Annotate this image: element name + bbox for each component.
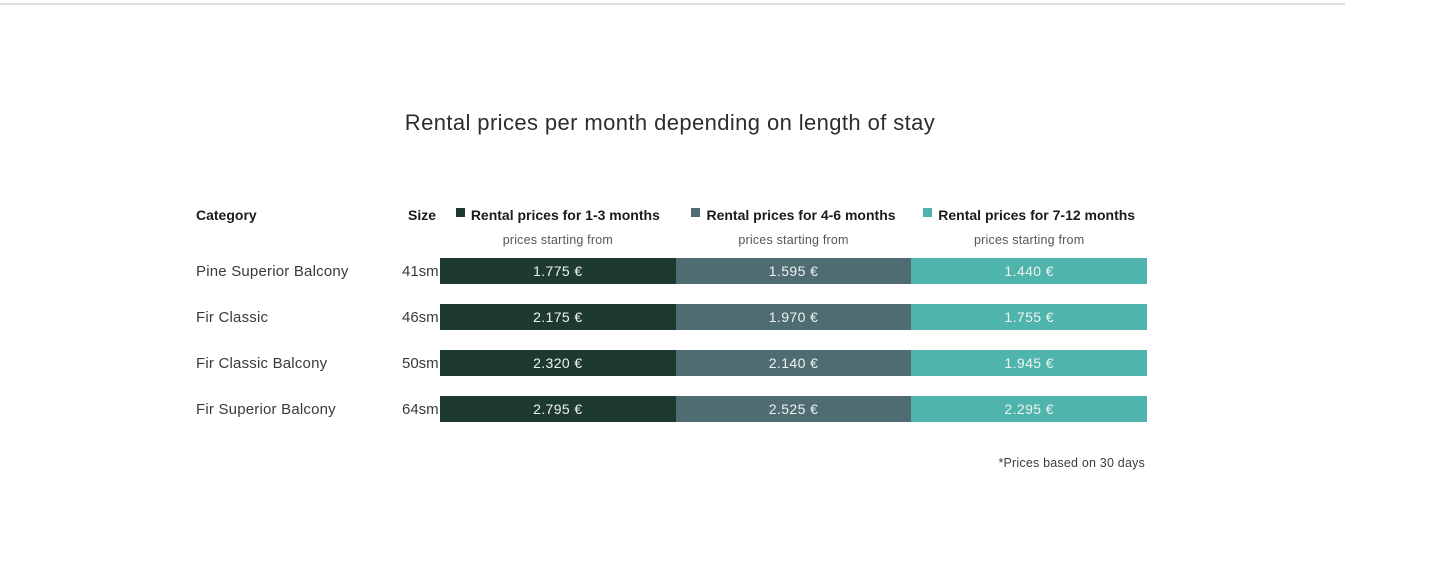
table-body: Pine Superior Balcony 41sm 1.775 € 1.595… bbox=[196, 258, 1148, 422]
price-segment-1-3-months: 2.795 € bbox=[440, 396, 676, 422]
category-label: Fir Classic Balcony bbox=[196, 354, 328, 372]
legend-swatch-4-6-months-icon bbox=[691, 207, 701, 217]
price-segment-7-12-months: 2.295 € bbox=[911, 396, 1148, 422]
price-segment-4-6-months: 1.595 € bbox=[675, 258, 912, 284]
price-segment-7-12-months: 1.440 € bbox=[911, 258, 1148, 284]
category-label: Fir Superior Balcony bbox=[196, 400, 336, 418]
legend-label: Rental prices for 1-3 months bbox=[470, 207, 660, 223]
legend: Rental prices for 1-3 months Rental pric… bbox=[440, 207, 1147, 223]
table-row: Fir Classic Balcony 50sm 2.320 € 2.140 €… bbox=[196, 350, 1148, 376]
legend-swatch-7-12-months-icon bbox=[923, 207, 933, 217]
price-segment-4-6-months: 1.970 € bbox=[675, 304, 912, 330]
price-segment-7-12-months: 1.755 € bbox=[911, 304, 1148, 330]
price-segment-4-6-months: 2.525 € bbox=[675, 396, 912, 422]
size-value: 64sm bbox=[402, 400, 439, 418]
subheader-prices-starting-from: prices starting from bbox=[502, 233, 613, 247]
table-subheader-row: prices starting from prices starting fro… bbox=[196, 232, 1147, 248]
price-segment-7-12-months: 1.945 € bbox=[911, 350, 1148, 376]
category-label: Fir Classic bbox=[196, 308, 269, 326]
price-bar: 2.175 € 1.970 € 1.755 € bbox=[440, 304, 1148, 330]
price-bar: 2.320 € 2.140 € 1.945 € bbox=[440, 350, 1148, 376]
column-header-category: Category bbox=[196, 207, 257, 223]
size-value: 41sm bbox=[402, 262, 439, 280]
legend-item-4-6-months: Rental prices for 4-6 months bbox=[676, 207, 912, 223]
top-border-line bbox=[0, 3, 1345, 5]
table-row: Pine Superior Balcony 41sm 1.775 € 1.595… bbox=[196, 258, 1148, 284]
price-bar: 2.795 € 2.525 € 2.295 € bbox=[440, 396, 1148, 422]
price-segment-1-3-months: 2.320 € bbox=[440, 350, 676, 376]
price-bar: 1.775 € 1.595 € 1.440 € bbox=[440, 258, 1148, 284]
legend-label: Rental prices for 7-12 months bbox=[938, 207, 1136, 223]
subheader-prices-starting-from: prices starting from bbox=[974, 233, 1085, 247]
price-segment-4-6-months: 2.140 € bbox=[675, 350, 912, 376]
column-header-size: Size bbox=[407, 207, 436, 223]
legend-item-7-12-months: Rental prices for 7-12 months bbox=[911, 207, 1147, 223]
subheader-prices-starting-from: prices starting from bbox=[738, 233, 849, 247]
legend-label: Rental prices for 4-6 months bbox=[706, 207, 896, 223]
size-value: 46sm bbox=[402, 308, 439, 326]
legend-swatch-1-3-months-icon bbox=[455, 207, 465, 217]
table-header-row: Category Size Rental prices for 1-3 mont… bbox=[196, 206, 1147, 224]
price-segment-1-3-months: 1.775 € bbox=[440, 258, 676, 284]
price-table: Category Size Rental prices for 1-3 mont… bbox=[196, 206, 1148, 442]
price-segment-1-3-months: 2.175 € bbox=[440, 304, 676, 330]
table-row: Fir Superior Balcony 64sm 2.795 € 2.525 … bbox=[196, 396, 1148, 422]
table-row: Fir Classic 46sm 2.175 € 1.970 € 1.755 € bbox=[196, 304, 1148, 330]
footnote: *Prices based on 30 days bbox=[998, 456, 1145, 470]
page-title: Rental prices per month depending on len… bbox=[404, 110, 936, 135]
legend-item-1-3-months: Rental prices for 1-3 months bbox=[440, 207, 676, 223]
category-label: Pine Superior Balcony bbox=[196, 262, 349, 280]
size-value: 50sm bbox=[402, 354, 439, 372]
